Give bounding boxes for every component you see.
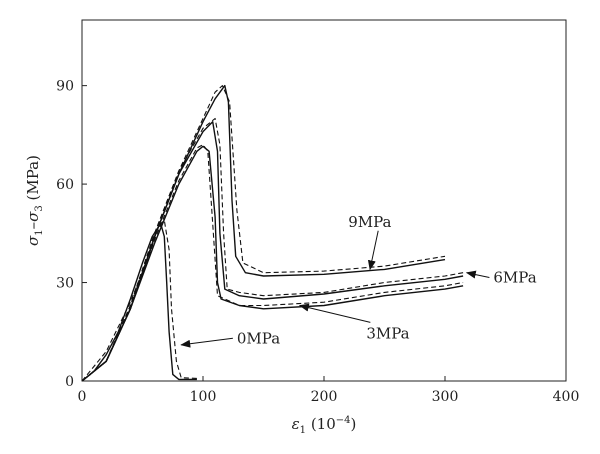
y-label-s1: σ bbox=[24, 235, 42, 246]
x-tick-label: 100 bbox=[190, 389, 217, 405]
series-line-dashed-9mpa bbox=[81, 85, 446, 382]
y-label-dash: –σ bbox=[24, 211, 42, 230]
annotation-label-3mpa: 3MPa bbox=[366, 324, 409, 342]
plot-frame bbox=[81, 19, 567, 382]
annotation-arrow bbox=[298, 303, 371, 323]
series-line-dashed-0mpa bbox=[81, 219, 197, 382]
x-tick-label: 300 bbox=[432, 389, 459, 405]
annotation-label-9mpa: 9MPa bbox=[348, 213, 391, 231]
y-tick-label: 90 bbox=[56, 79, 74, 95]
y-tick-label: 30 bbox=[56, 276, 74, 292]
y-label-sub1: 1 bbox=[34, 229, 45, 235]
plot-border bbox=[81, 19, 567, 382]
y-axis-label: σ1–σ3 (MPa) bbox=[24, 155, 45, 246]
annotation-arrow bbox=[180, 337, 233, 348]
x-label-unit: (10 bbox=[306, 415, 336, 433]
series-line-solid-0mpa bbox=[81, 222, 197, 382]
y-label-sub3: 3 bbox=[34, 205, 45, 211]
x-tick-label: 200 bbox=[311, 389, 338, 405]
series-line-solid-3mpa bbox=[81, 145, 464, 382]
x-axis-label: ε1 (10−4) bbox=[292, 415, 357, 436]
y-tick-label: 60 bbox=[56, 177, 74, 193]
annotation-arrow bbox=[465, 270, 490, 279]
y-axis-ticks: 0 30 60 90 bbox=[56, 79, 87, 390]
x-label-main: ε bbox=[292, 415, 300, 433]
annotation-label-0mpa: 0MPa bbox=[237, 329, 280, 347]
x-label-exp: −4 bbox=[336, 415, 351, 426]
y-label-unit: (MPa) bbox=[24, 155, 42, 205]
x-tick-label: 400 bbox=[553, 389, 580, 405]
annotations-group: 0MPa 3MPa 6MPa 9MPa bbox=[180, 213, 537, 348]
series-dashed-group bbox=[81, 85, 464, 382]
x-label-sub: 1 bbox=[300, 425, 306, 436]
y-tick-label: 0 bbox=[65, 374, 74, 390]
x-tick-label: 0 bbox=[78, 389, 87, 405]
x-label-close: ) bbox=[351, 415, 357, 433]
x-axis-ticks: 0 100 200 300 400 bbox=[78, 376, 580, 405]
series-line-dashed-3mpa bbox=[81, 144, 464, 382]
annotation-arrow bbox=[367, 230, 379, 271]
annotation-label-6mpa: 6MPa bbox=[493, 269, 536, 287]
